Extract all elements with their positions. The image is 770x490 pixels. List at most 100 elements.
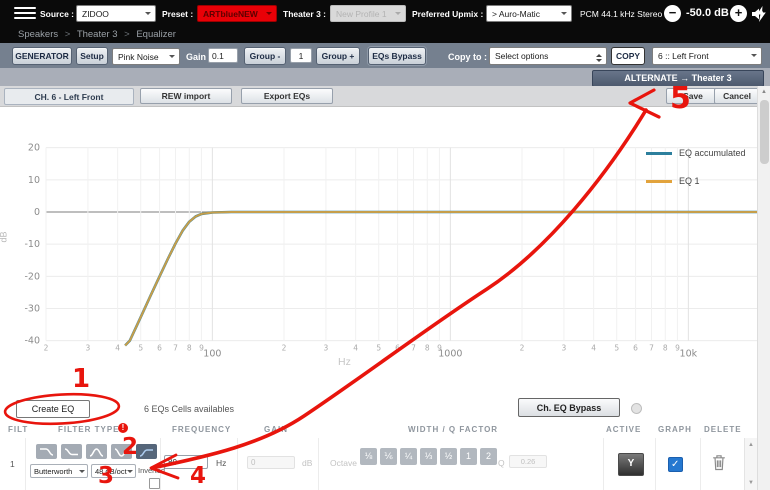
chevron-down-icon xyxy=(127,470,133,476)
setup-button[interactable]: Setup xyxy=(76,47,108,65)
volume-display: -50.0 dB xyxy=(686,7,729,19)
lowshelf-filter-icon[interactable] xyxy=(61,444,82,459)
copy-target-select[interactable]: Select options xyxy=(489,47,607,65)
graph-checkbox[interactable] xyxy=(668,457,683,472)
q-label: Q xyxy=(498,458,505,468)
preset-label: Preset : xyxy=(162,9,194,19)
lowpass-filter-icon[interactable] xyxy=(36,444,57,459)
alternate-theater-button[interactable]: ALTERNATE → Theater 3 xyxy=(592,70,764,87)
scroll-up-icon[interactable]: ▲ xyxy=(761,89,767,95)
theater-label: Theater 3 : xyxy=(283,9,326,19)
svg-text:4: 4 xyxy=(591,344,596,353)
scroll-down-icon[interactable]: ▼ xyxy=(748,480,754,486)
scrollbar-thumb[interactable] xyxy=(760,100,769,164)
create-eq-button[interactable]: Create EQ xyxy=(16,400,90,418)
active-toggle-button[interactable]: Y xyxy=(618,453,644,476)
generator-button[interactable]: GENERATOR xyxy=(12,47,72,65)
cell-filt: 1 xyxy=(0,438,26,490)
cell-filter-type: Butterworth 48 dB/oct Inverted xyxy=(25,438,165,490)
svg-text:2: 2 xyxy=(282,344,287,353)
octave-sixth-button[interactable]: ⅙ xyxy=(380,448,397,465)
preset-select[interactable]: ARTblueNEW xyxy=(197,5,277,22)
header-graph: GRAPH xyxy=(658,425,692,434)
noise-select[interactable]: Pink Noise xyxy=(112,48,180,65)
octave-eighth-button[interactable]: ⅛ xyxy=(360,448,377,465)
gain-input[interactable] xyxy=(247,456,295,469)
octave-quarter-button[interactable]: ¼ xyxy=(400,448,417,465)
generator-gain-input[interactable] xyxy=(208,48,238,63)
svg-text:2: 2 xyxy=(520,344,525,353)
octave-half-button[interactable]: ½ xyxy=(440,448,457,465)
octave-third-button[interactable]: ⅓ xyxy=(420,448,437,465)
group-minus-button[interactable]: Group - xyxy=(244,47,286,65)
svg-text:8: 8 xyxy=(663,344,668,353)
source-label: Source : xyxy=(40,9,75,19)
header-active: ACTIVE xyxy=(606,425,642,434)
page-scrollbar[interactable]: ▲ xyxy=(757,86,770,490)
chevron-down-icon xyxy=(79,470,85,476)
channel-tab[interactable]: CH. 6 - Left Front xyxy=(4,88,134,105)
eq-cells-available-text: 6 EQs Cells availables xyxy=(144,404,235,414)
rew-import-button[interactable]: REW import xyxy=(140,88,232,104)
filter-family-select[interactable]: Butterworth xyxy=(30,464,88,478)
export-eqs-button[interactable]: Export EQs xyxy=(241,88,333,104)
flash-icon[interactable] xyxy=(756,6,767,22)
copy-target-value: Select options xyxy=(495,51,549,61)
group-plus-button[interactable]: Group + xyxy=(316,47,360,65)
cell-gain: dB xyxy=(237,438,319,490)
theater-profile-select[interactable]: New Profile 1 xyxy=(330,5,406,22)
svg-text:3: 3 xyxy=(562,344,567,353)
cancel-button[interactable]: Cancel xyxy=(714,88,760,104)
slope-select[interactable]: 48 dB/oct xyxy=(91,464,136,478)
svg-text:7: 7 xyxy=(173,344,178,353)
octave-one-button[interactable]: 1 xyxy=(460,448,477,465)
source-select[interactable]: ZIDOO xyxy=(76,5,156,22)
save-button[interactable]: Save xyxy=(666,88,720,104)
ch-eq-bypass-button[interactable]: Ch. EQ Bypass xyxy=(518,398,620,417)
noise-value: Pink Noise xyxy=(118,52,159,62)
svg-text:9: 9 xyxy=(675,344,680,353)
svg-text:3: 3 xyxy=(86,344,91,353)
stream-info: PCM 44.1 kHz Stereo xyxy=(580,9,663,19)
breadcrumb-theater[interactable]: Theater 3 xyxy=(76,29,118,40)
chevron-down-icon xyxy=(751,54,757,60)
svg-text:6: 6 xyxy=(157,344,162,353)
frequency-input[interactable] xyxy=(164,455,208,469)
copy-to-label: Copy to : xyxy=(448,52,487,62)
menu-icon[interactable] xyxy=(14,7,36,21)
header-frequency: FREQUENCY xyxy=(172,425,232,434)
scroll-up-icon[interactable]: ▲ xyxy=(748,442,754,448)
svg-text:6: 6 xyxy=(395,344,400,353)
channel-select[interactable]: 6 :: Left Front xyxy=(652,47,762,65)
breadcrumb: Speakers > Theater 3 > Equalizer xyxy=(18,29,176,40)
top-bar: Source : ZIDOO Preset : ARTblueNEW Theat… xyxy=(0,0,770,28)
q-input[interactable] xyxy=(509,455,547,468)
volume-up-button[interactable]: + xyxy=(730,5,747,22)
svg-text:8: 8 xyxy=(425,344,430,353)
chevron-down-icon xyxy=(561,12,567,18)
eqs-bypass-button[interactable]: EQs Bypass xyxy=(368,47,426,65)
table-scrollbar[interactable]: ▲ ▼ xyxy=(744,438,758,490)
highpass-filter-icon[interactable] xyxy=(136,444,157,459)
eq-table-header: FILT FILTER TYPE ! FREQUENCY GAIN WIDTH … xyxy=(0,420,757,439)
chevron-down-icon xyxy=(169,55,175,61)
peak-filter-icon[interactable] xyxy=(86,444,107,459)
group-number-input[interactable] xyxy=(290,48,312,63)
octave-two-button[interactable]: 2 xyxy=(480,448,497,465)
svg-text:7: 7 xyxy=(411,344,416,353)
copy-button[interactable]: COPY xyxy=(611,47,645,65)
delete-trash-icon[interactable] xyxy=(712,454,728,473)
breadcrumb-speakers[interactable]: Speakers xyxy=(18,29,59,40)
volume-down-button[interactable]: − xyxy=(664,5,681,22)
upmix-select[interactable]: > Auro-Matic xyxy=(486,5,572,22)
notch-filter-icon[interactable] xyxy=(111,444,132,459)
header-delete: DELETE xyxy=(704,425,742,434)
inverted-checkbox[interactable] xyxy=(149,478,160,489)
header-filter-type: FILTER TYPE xyxy=(58,425,120,434)
cell-graph xyxy=(655,438,701,490)
svg-text:3: 3 xyxy=(324,344,329,353)
upmix-value: > Auro-Matic xyxy=(492,9,540,19)
preset-value: ARTblueNEW xyxy=(203,9,258,19)
gain-unit: dB xyxy=(302,458,313,468)
